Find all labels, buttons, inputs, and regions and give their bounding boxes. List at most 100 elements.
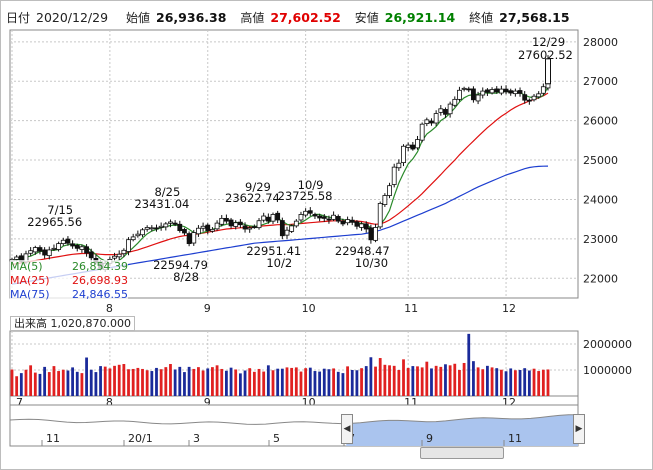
volume-bar [364, 366, 368, 396]
ma25-name: MA(25) [10, 274, 50, 287]
candle-body [293, 220, 299, 227]
volume-bar [434, 365, 438, 396]
navigator-left-handle[interactable]: ◀ [341, 414, 353, 444]
candle-body [368, 227, 374, 241]
candle-body [512, 90, 518, 95]
volume-bar [75, 371, 79, 396]
price-y-tick: 24000 [583, 193, 618, 206]
volume-bar [117, 364, 121, 396]
navigator-label: 20/1 [128, 432, 153, 445]
volume-bar [513, 370, 517, 396]
navigator-scrollbar-thumb[interactable] [420, 447, 504, 459]
volume-bar [332, 368, 335, 396]
volume-bar [15, 376, 19, 396]
candle-body [373, 227, 378, 241]
candle-body [126, 239, 131, 252]
navigator-right-handle[interactable]: ▶ [573, 414, 585, 444]
volume-bar [397, 370, 401, 396]
price-y-tick: 28000 [583, 36, 618, 49]
candle-body [233, 222, 239, 227]
candle-body [177, 223, 183, 232]
volume-bar [136, 367, 140, 396]
price-y-tick: 22000 [583, 272, 618, 285]
candle-body [251, 226, 257, 229]
candle-body [210, 229, 215, 232]
volume-bar [448, 365, 452, 396]
candle-body [219, 217, 225, 225]
candle-body [84, 246, 89, 254]
candle-body [60, 239, 66, 245]
price-y-tick: 27000 [583, 75, 618, 88]
volume-bar [308, 367, 312, 396]
volume-bar [271, 370, 275, 396]
candle-body [526, 99, 532, 102]
candle-body [116, 253, 122, 258]
candle-body [14, 256, 20, 260]
ma25-legend: MA(25) 26,698.93 [10, 274, 128, 288]
candle-body [540, 86, 546, 94]
candle-body [158, 225, 164, 228]
volume-bar [392, 365, 396, 396]
volume-bar [127, 369, 130, 396]
volume-bar [99, 366, 102, 396]
candle-body [247, 227, 253, 230]
volume-bar [103, 366, 107, 396]
volume-bar [537, 371, 541, 396]
volume-bar [304, 368, 308, 396]
volume-bar [113, 365, 116, 396]
candle-body [154, 227, 159, 230]
price-x-tick: 11 [404, 302, 418, 315]
moving-average-legend: MA(5) 26,854.39 MA(25) 26,698.93 MA(75) 24,… [10, 260, 128, 302]
volume-bar [66, 370, 70, 396]
ma5-value: 26,854.39 [72, 260, 128, 273]
volume-bar [29, 365, 33, 396]
volume-bar [215, 365, 219, 396]
candle-body [70, 243, 75, 247]
volume-bar [89, 369, 93, 396]
candle-body [46, 249, 52, 257]
annotation-value: 23725.58 [278, 189, 333, 203]
navigator-label: 9 [426, 432, 433, 445]
candle-body [410, 144, 416, 150]
candle-body [191, 232, 197, 244]
candle-body [447, 103, 453, 115]
volume-bar [374, 366, 377, 396]
candle-body [242, 225, 248, 230]
volume-y-tick: 2000000 [583, 338, 632, 351]
volume-bar [546, 369, 550, 396]
candle-body [228, 219, 234, 227]
ma75-value: 24,846.55 [72, 288, 128, 301]
volume-bar [425, 361, 429, 396]
candle-body [522, 94, 528, 101]
volume-bar [299, 371, 303, 396]
candle-body [433, 113, 439, 124]
annotation-value: 27602.52 [518, 48, 573, 62]
volume-bar [262, 371, 266, 396]
price-x-tick: 8 [106, 302, 113, 315]
candle-body [438, 108, 444, 113]
volume-bar [490, 367, 494, 396]
candle-body [289, 225, 295, 232]
candle-body [307, 210, 313, 214]
candle-body [457, 89, 462, 100]
volume-bar [341, 373, 345, 396]
candle-body [480, 90, 486, 96]
volume-bar [290, 367, 294, 396]
price-y-tick: 26000 [583, 115, 618, 128]
annotation-value: 23431.04 [134, 197, 189, 211]
low-label: 安値 [354, 11, 379, 25]
volume-bar [458, 370, 461, 396]
volume-bar [266, 365, 270, 396]
volume-bar [346, 366, 349, 396]
volume-bar [252, 371, 256, 396]
volume-bar [350, 370, 354, 396]
candle-body [168, 221, 173, 224]
candle-body [163, 223, 169, 228]
annotation-value: 22951.41 [246, 244, 301, 258]
candle-body [326, 218, 332, 221]
volume-bar [33, 372, 37, 396]
ma5-legend: MA(5) 26,854.39 [10, 260, 128, 274]
candle-body [200, 225, 206, 229]
volume-label: 出来高 1,020,870.000 [10, 316, 135, 331]
candle-body [74, 244, 80, 249]
